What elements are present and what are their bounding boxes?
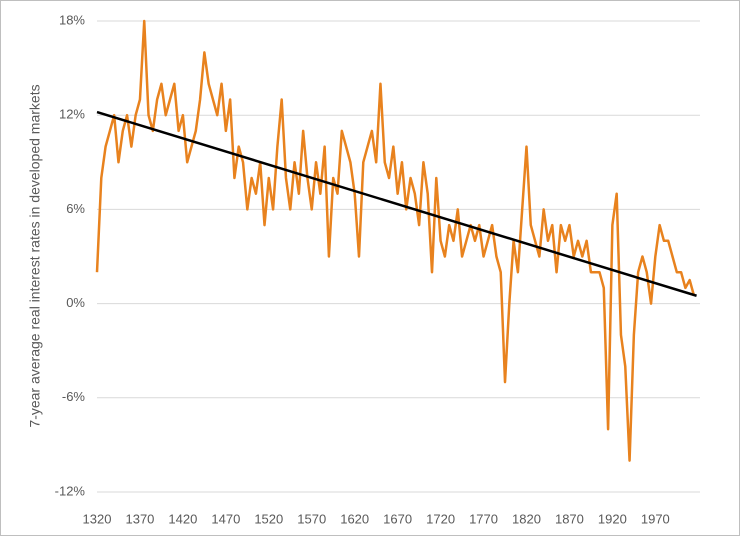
x-tick-label: 1670 bbox=[383, 511, 412, 526]
x-tick-label: 1470 bbox=[211, 511, 240, 526]
x-tick-label: 1720 bbox=[426, 511, 455, 526]
y-tick-label: 18% bbox=[59, 12, 85, 27]
y-tick-label: 0% bbox=[66, 295, 85, 310]
data-line bbox=[95, 19, 696, 462]
x-tick-label: 1420 bbox=[168, 511, 197, 526]
x-tick-label: 1820 bbox=[512, 511, 541, 526]
y-tick-label: -12% bbox=[55, 483, 86, 498]
y-tick-label: 6% bbox=[66, 201, 85, 216]
y-tick-label: -6% bbox=[62, 389, 86, 404]
x-tick-label: 1870 bbox=[555, 511, 584, 526]
y-tick-label: 12% bbox=[59, 107, 85, 122]
y-axis-label: 7-year average real interest rates in de… bbox=[27, 84, 43, 427]
trend-line bbox=[96, 110, 697, 297]
x-tick-label: 1970 bbox=[641, 511, 670, 526]
x-tick-label: 1320 bbox=[83, 511, 112, 526]
x-tick-label: 1570 bbox=[297, 511, 326, 526]
x-tick-label: 1520 bbox=[254, 511, 283, 526]
x-tick-label: 1370 bbox=[125, 511, 154, 526]
x-tick-label: 1620 bbox=[340, 511, 369, 526]
x-tick-label: 1920 bbox=[598, 511, 627, 526]
x-tick-label: 1770 bbox=[469, 511, 498, 526]
